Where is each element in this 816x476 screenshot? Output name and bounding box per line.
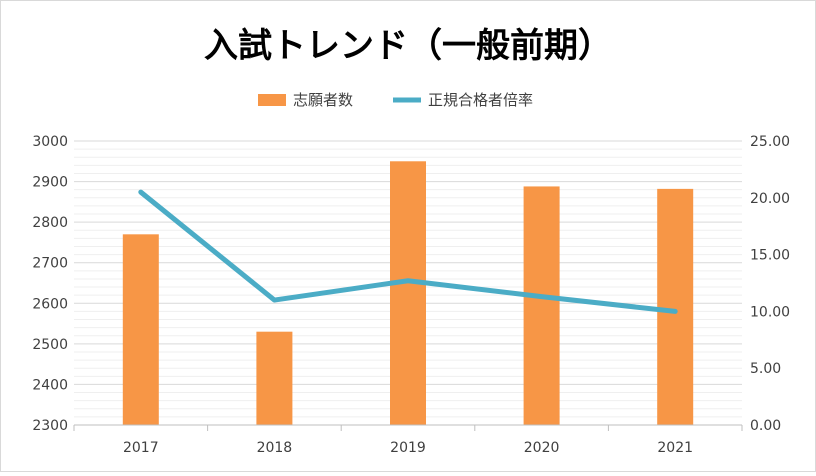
- ratio-point-2020: [540, 295, 543, 298]
- left-tick-label: 2300: [32, 418, 68, 434]
- ratio-point-2019: [407, 279, 409, 282]
- x-tick-label: 2021: [657, 440, 693, 456]
- legend: 志願者数 正規合格者倍率: [258, 91, 533, 109]
- left-tick-label: 2500: [32, 337, 68, 353]
- left-tick-label: 2400: [32, 377, 68, 393]
- right-axis: 0.00 5.00 10.00 15.00 20.00 25.00: [750, 134, 790, 434]
- bar-2020: [523, 186, 560, 425]
- bar-2021: [657, 188, 694, 425]
- ratio-point-2017: [139, 191, 142, 194]
- left-axis: 2300 2400 2500 2600 2700 2800 2900 3000: [32, 134, 68, 434]
- right-tick-label: 10.00: [750, 304, 790, 320]
- right-tick-label: 25.00: [750, 134, 790, 150]
- ratio-point-2021: [674, 310, 677, 313]
- x-tick-label: 2017: [123, 440, 159, 456]
- right-tick-label: 0.00: [750, 418, 781, 434]
- legend-bar-label: 志願者数: [293, 91, 353, 109]
- x-tick-label: 2019: [390, 440, 426, 456]
- x-tick-label: 2020: [524, 440, 560, 456]
- bar-2019: [390, 161, 426, 426]
- legend-bar-swatch: [258, 94, 286, 106]
- bar-2018: [256, 331, 293, 425]
- right-tick-label: 5.00: [750, 361, 781, 377]
- legend-line-label: 正規合格者倍率: [428, 91, 533, 109]
- left-tick-label: 2800: [32, 215, 68, 231]
- line-series: [138, 189, 678, 314]
- chart-title: 入試トレンド（一般前期）: [204, 26, 612, 66]
- left-tick-label: 2900: [32, 175, 68, 191]
- left-tick-label: 3000: [32, 134, 68, 150]
- bar-series: [122, 161, 694, 426]
- x-axis: 2017 2018 2019 2020 2021: [73, 424, 743, 456]
- bar-2017: [122, 234, 159, 425]
- right-tick-label: 20.00: [750, 191, 790, 207]
- x-tick-label: 2018: [257, 440, 293, 456]
- ratio-point-2018: [273, 299, 276, 302]
- left-tick-label: 2600: [32, 296, 68, 312]
- right-tick-label: 15.00: [750, 248, 790, 264]
- left-tick-label: 2700: [32, 256, 68, 272]
